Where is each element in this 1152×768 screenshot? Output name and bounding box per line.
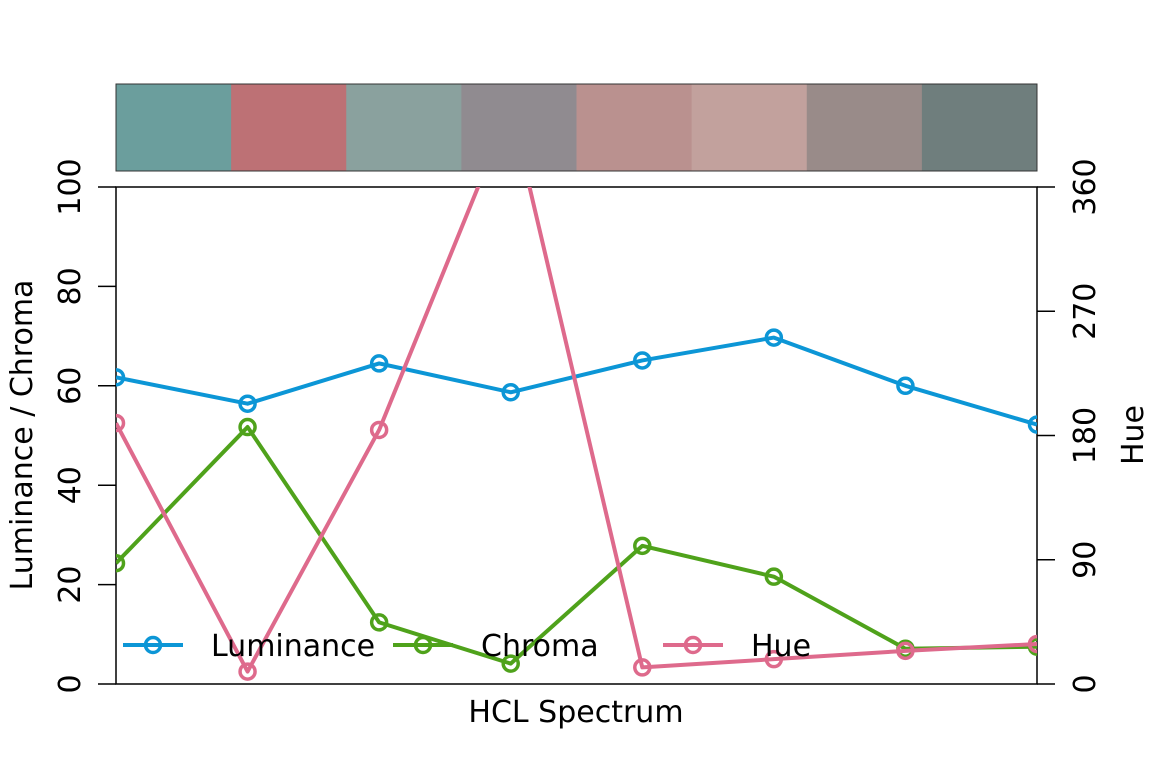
legend-entry-hue: Hue — [663, 629, 811, 664]
luminance-point — [238, 394, 257, 413]
left-axis-ticks: 0 20 40 60 80 100 — [53, 158, 116, 694]
color-swatch — [116, 84, 232, 171]
legend-entry-luminance: Luminance — [123, 629, 375, 664]
chroma-point — [238, 417, 257, 437]
series-luminance — [116, 328, 1037, 434]
color-swatch — [461, 84, 577, 171]
luminance-point — [116, 368, 126, 387]
left-tick-label: 100 — [53, 158, 88, 215]
chroma-line — [116, 425, 1037, 666]
x-axis-label: HCL Spectrum — [468, 695, 683, 730]
chroma-point — [501, 654, 520, 673]
legend-label-hue: Hue — [751, 629, 811, 664]
luminance-line — [116, 335, 1037, 427]
color-swatch — [576, 84, 693, 171]
legend-label-luminance: Luminance — [211, 629, 375, 664]
right-tick-label: 270 — [1068, 283, 1103, 340]
hue-point — [116, 413, 126, 433]
legend-entry-chroma: Chroma — [393, 629, 599, 664]
left-tick-label: 60 — [53, 367, 88, 405]
right-tick-label: 90 — [1068, 541, 1103, 579]
legend-marker-hue — [683, 635, 703, 655]
chroma-point — [764, 567, 784, 586]
chroma-point — [633, 536, 652, 556]
right-tick-label: 0 — [1068, 674, 1103, 693]
legend-label-chroma: Chroma — [481, 629, 599, 664]
right-tick-label: 180 — [1068, 407, 1103, 464]
luminance-point — [896, 376, 915, 396]
color-swatch — [346, 84, 462, 171]
series-hue — [116, 187, 1037, 681]
hue-point — [369, 420, 389, 440]
swatch-strip-border — [115, 83, 1038, 172]
right-axis-ticks: 0 90 180 270 360 — [1037, 158, 1103, 694]
luminance-point — [369, 354, 389, 373]
left-axis-label: Luminance / Chroma — [5, 280, 40, 591]
right-axis-label: Hue — [1116, 405, 1151, 465]
series-layer — [116, 187, 1037, 681]
luminance-point — [501, 383, 520, 402]
right-tick-label: 360 — [1068, 158, 1103, 215]
left-tick-label: 80 — [53, 267, 88, 305]
color-swatch — [691, 84, 808, 171]
legend: Luminance Chroma Hue — [123, 629, 811, 664]
series-chroma — [116, 417, 1037, 673]
luminance-point — [764, 328, 784, 347]
chroma-point — [369, 613, 389, 632]
luminance-point — [1027, 415, 1037, 434]
color-swatch-strip — [115, 83, 1038, 172]
luminance-point — [633, 351, 652, 370]
left-tick-label: 20 — [53, 566, 88, 604]
left-tick-label: 40 — [53, 466, 88, 504]
left-tick-label: 0 — [53, 674, 88, 693]
hue-point — [1027, 634, 1037, 654]
hue-point — [633, 658, 652, 677]
color-swatch — [921, 84, 1038, 171]
color-swatch — [231, 84, 347, 171]
color-swatch — [806, 84, 923, 171]
hue-point — [896, 641, 915, 661]
hue-point — [238, 662, 257, 681]
legend-marker-luminance — [143, 635, 163, 655]
chroma-point — [116, 553, 126, 573]
hue-line — [116, 187, 1037, 674]
legend-marker-chroma — [413, 635, 433, 655]
hue-point — [764, 649, 784, 669]
